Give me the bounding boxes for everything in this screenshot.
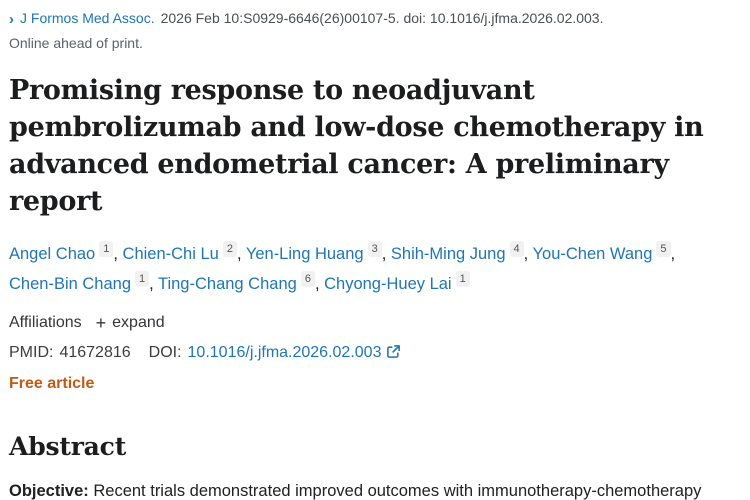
author-affiliation-badge: 1 (99, 241, 114, 257)
author-affiliation-badge: 1 (135, 271, 150, 287)
author-link[interactable]: You-Chen Wang (532, 245, 653, 263)
pmid-group: PMID: 41672816 (9, 344, 131, 362)
author: Chen-Bin Chang 1, (9, 271, 158, 293)
author-affiliation-badge: 5 (656, 241, 671, 257)
expand-affiliations-button[interactable]: + expand (96, 314, 165, 332)
chevron-right-icon: › (9, 11, 14, 28)
plus-icon: + (95, 313, 107, 333)
pmid-value: 41672816 (59, 344, 131, 361)
affiliations-row: Affiliations + expand (9, 314, 740, 332)
author: Yen-Ling Huang 3, (245, 241, 391, 263)
authors-list: Angel Chao 1, Chien-Chi Lu 2, Yen-Ling Hua… (9, 239, 709, 299)
author-affiliation-badge: 6 (300, 271, 315, 287)
author-link[interactable]: Shih-Ming Jung (390, 245, 506, 263)
author: Shih-Ming Jung 4, (390, 241, 533, 263)
author: You-Chen Wang 5, (532, 241, 676, 263)
author: Chyong-Huey Lai 1 (324, 271, 470, 293)
author-link[interactable]: Angel Chao (9, 245, 96, 263)
affiliations-label: Affiliations (9, 314, 82, 331)
article-title: Promising response to neoadjuvant pembro… (9, 75, 704, 217)
author-affiliation-badge: 4 (509, 241, 524, 257)
author: Chien-Chi Lu 2, (122, 241, 246, 263)
author-affiliation-badge: 1 (455, 271, 470, 287)
journal-name[interactable]: J Formos Med Assoc. (20, 10, 155, 26)
author-link[interactable]: Yen-Ling Huang (245, 245, 364, 263)
abstract-heading: Abstract (9, 432, 127, 461)
author-link[interactable]: Chyong-Huey Lai (324, 275, 452, 293)
author-affiliation-badge: 2 (222, 241, 237, 257)
expand-label: expand (112, 314, 165, 331)
external-link-icon (386, 344, 401, 364)
doi-label: DOI: (148, 344, 182, 361)
author: Ting-Chang Chang 6, (158, 271, 325, 293)
identifiers-row: PMID: 41672816 DOI: 10.1016/j.jfma.2026.… (9, 343, 740, 363)
objective-label: Objective: (9, 482, 89, 500)
citation-details: 2026 Feb 10:S0929-6646(26)00107-5. doi: … (160, 10, 604, 26)
author-link[interactable]: Chien-Chi Lu (122, 245, 219, 263)
journal-link[interactable]: › J Formos Med Assoc. (9, 10, 155, 28)
objective-text: Recent trials demonstrated improved outc… (93, 482, 702, 500)
doi-group: DOI: 10.1016/j.jfma.2026.02.003 (149, 343, 402, 363)
citation-line: › J Formos Med Assoc. 2026 Feb 10:S0929-… (9, 10, 740, 28)
online-ahead-of-print: Online ahead of print. (9, 35, 143, 51)
author-link[interactable]: Ting-Chang Chang (158, 275, 297, 293)
author-affiliation-badge: 3 (367, 241, 382, 257)
abstract-paragraph: Objective: Recent trials demonstrated im… (9, 478, 727, 500)
pmid-label: PMID: (9, 344, 54, 361)
author-link[interactable]: Chen-Bin Chang (9, 275, 131, 293)
author: Angel Chao 1, (9, 241, 123, 263)
doi-link[interactable]: 10.1016/j.jfma.2026.02.003 (188, 343, 402, 363)
free-article-label: Free article (9, 375, 95, 392)
